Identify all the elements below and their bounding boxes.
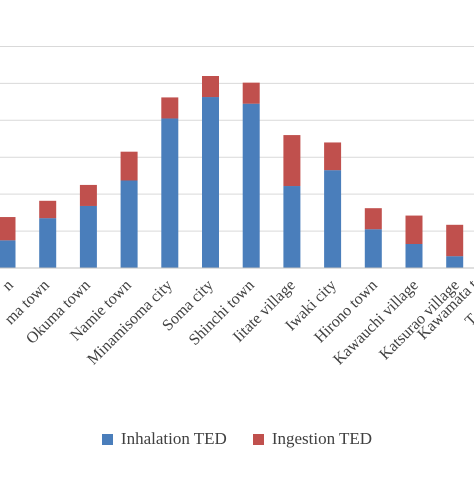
gridlines (0, 45, 474, 232)
bar-inhalation-11 (446, 256, 464, 268)
bar-inhalation-8 (324, 170, 342, 268)
bar-ingestion-2 (79, 184, 97, 206)
legend-item-inhalation: Inhalation TED (101, 429, 227, 449)
bar-inhalation-2 (79, 205, 97, 268)
bar-inhalation-7 (283, 186, 301, 268)
bar-inhalation-1 (39, 218, 57, 268)
legend-item-ingestion: Ingestion TED (252, 429, 373, 449)
bar-inhalation-9 (364, 229, 382, 268)
legend-label-inhalation: Inhalation TED (120, 429, 227, 448)
bar-ingestion-6 (242, 82, 260, 104)
bar-ingestion-4 (161, 97, 179, 119)
bar-ingestion-9 (364, 208, 382, 230)
bar-ingestion-0 (0, 217, 16, 241)
legend: Inhalation TED Ingestion TED (0, 424, 474, 454)
bar-ingestion-5 (202, 76, 219, 98)
legend-swatch-ingestion (252, 433, 264, 445)
bar-inhalation-6 (242, 103, 260, 268)
legend-swatch-inhalation (101, 433, 113, 445)
bar-inhalation-3 (120, 180, 138, 268)
legend-label-ingestion: Ingestion TED (271, 429, 373, 448)
bar-ingestion-10 (405, 215, 423, 244)
bar-inhalation-4 (161, 118, 179, 268)
bar-ingestion-7 (283, 135, 301, 187)
x-tick-label: T (462, 311, 474, 330)
bars (0, 76, 464, 269)
bar-inhalation-5 (202, 97, 219, 269)
bar-inhalation-0 (0, 240, 16, 268)
bar-inhalation-10 (405, 244, 423, 268)
bar-ingestion-8 (324, 142, 342, 171)
bar-ingestion-11 (446, 224, 464, 257)
bar-ingestion-3 (120, 151, 138, 181)
x-tick-label: n (0, 277, 17, 295)
bar-ingestion-1 (39, 200, 57, 219)
